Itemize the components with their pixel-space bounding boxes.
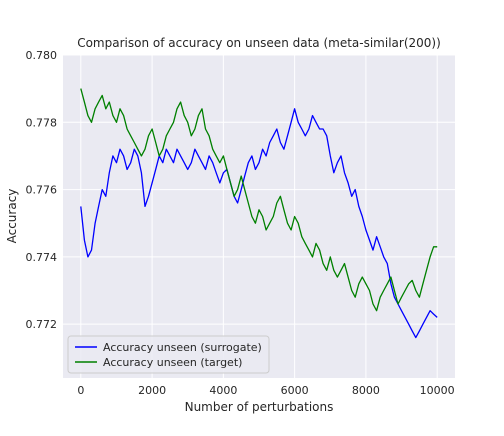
legend-label-target: Accuracy unseen (target) [103,356,242,369]
x-tick-label: 0 [77,384,84,397]
chart-title: Comparison of accuracy on unseen data (m… [77,36,441,50]
series-line-target [80,88,438,312]
x-tick-label: 10000 [420,384,455,397]
series-line-surrogate [80,108,438,339]
y-tick-label: 0.776 [26,184,58,197]
x-axis-ticks: 0 2000 4000 6000 8000 10000 [77,384,454,397]
x-axis-label: Number of perturbations [185,400,334,414]
x-tick-label: 6000 [281,384,309,397]
y-tick-label: 0.780 [26,49,58,62]
y-tick-label: 0.772 [26,318,58,331]
x-tick-label: 2000 [138,384,166,397]
x-tick-label: 8000 [352,384,380,397]
x-tick-label: 4000 [209,384,237,397]
series-layer [80,88,438,339]
y-axis-ticks: 0.772 0.774 0.776 0.778 0.780 [26,49,58,331]
legend-box [67,335,270,374]
y-axis-label: Accuracy [5,189,19,244]
grid [63,54,455,378]
legend-label-surrogate: Accuracy unseen (surrogate) [103,341,262,354]
legend: Accuracy unseen (surrogate) Accuracy uns… [67,335,270,374]
plot-area [63,55,455,378]
y-tick-label: 0.778 [26,116,58,129]
y-tick-label: 0.774 [26,251,58,264]
